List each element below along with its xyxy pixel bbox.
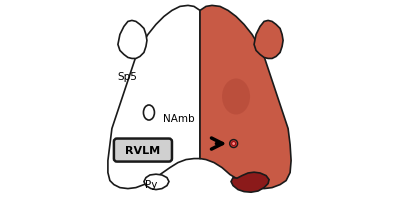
Text: NAmb: NAmb xyxy=(163,113,194,123)
FancyBboxPatch shape xyxy=(114,139,172,162)
Circle shape xyxy=(230,140,238,148)
Polygon shape xyxy=(108,6,200,189)
Polygon shape xyxy=(118,21,147,59)
Polygon shape xyxy=(231,172,269,192)
Polygon shape xyxy=(254,21,283,59)
Text: Py: Py xyxy=(145,179,157,189)
Polygon shape xyxy=(144,174,169,190)
Text: RVLM: RVLM xyxy=(125,145,160,155)
Ellipse shape xyxy=(222,79,250,115)
Polygon shape xyxy=(200,6,291,189)
Text: Sp5: Sp5 xyxy=(117,72,137,82)
Ellipse shape xyxy=(144,105,154,120)
Circle shape xyxy=(232,142,236,146)
